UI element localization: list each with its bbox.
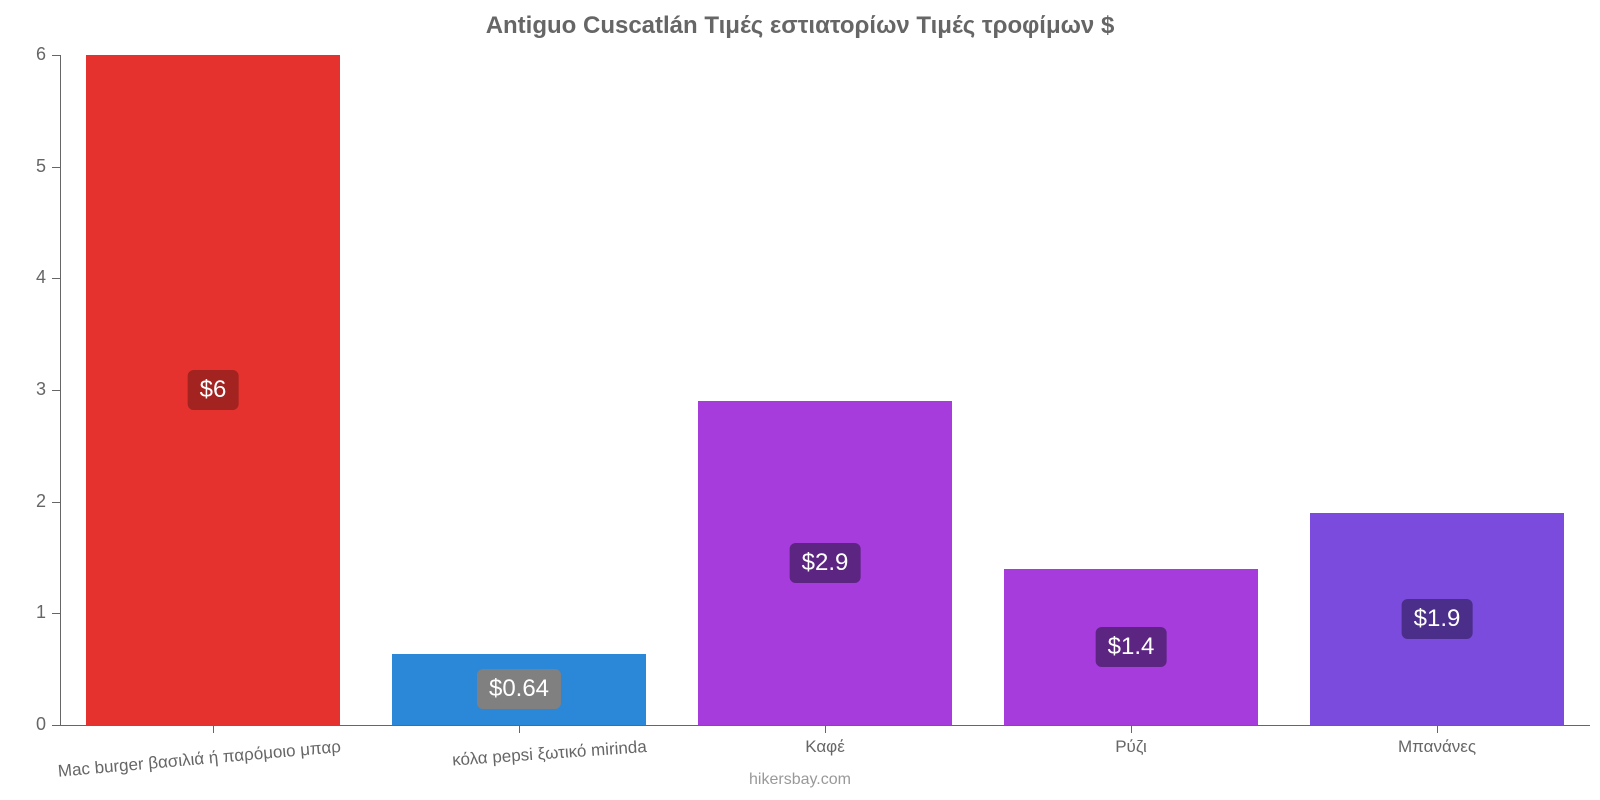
x-axis-label: κόλα pepsi ξωτικό mirinda (452, 737, 648, 771)
y-tick-label: 0 (6, 714, 46, 735)
y-tick-label: 5 (6, 156, 46, 177)
y-axis-line (60, 55, 61, 725)
y-tick-label: 1 (6, 602, 46, 623)
x-tick-mark (213, 725, 214, 733)
y-tick-label: 6 (6, 44, 46, 65)
y-tick-label: 2 (6, 491, 46, 512)
y-tick-mark (52, 725, 60, 726)
y-tick-mark (52, 502, 60, 503)
y-tick-mark (52, 55, 60, 56)
chart-title: Antiguo Cuscatlán Τιμές εστιατορίων Τιμέ… (0, 12, 1600, 40)
x-tick-mark (1131, 725, 1132, 733)
x-tick-mark (825, 725, 826, 733)
x-axis-label: Μπανάνες (1398, 737, 1476, 757)
x-axis-label: Καφέ (805, 737, 845, 757)
plot-area: 0123456$6Mac burger βασιλιά ή παρόμοιο μ… (60, 55, 1590, 725)
value-badge: $1.9 (1402, 599, 1473, 639)
x-axis-label: Ρύζι (1115, 737, 1147, 757)
value-badge: $6 (188, 370, 239, 410)
y-tick-label: 4 (6, 267, 46, 288)
value-badge: $0.64 (477, 669, 561, 709)
y-tick-mark (52, 390, 60, 391)
x-tick-mark (519, 725, 520, 733)
y-tick-label: 3 (6, 379, 46, 400)
value-badge: $2.9 (790, 543, 861, 583)
x-tick-mark (1437, 725, 1438, 733)
attribution-text: hikersbay.com (0, 771, 1600, 789)
y-tick-mark (52, 278, 60, 279)
chart-container: Antiguo Cuscatlán Τιμές εστιατορίων Τιμέ… (0, 0, 1600, 800)
y-tick-mark (52, 613, 60, 614)
y-tick-mark (52, 167, 60, 168)
value-badge: $1.4 (1096, 627, 1167, 667)
